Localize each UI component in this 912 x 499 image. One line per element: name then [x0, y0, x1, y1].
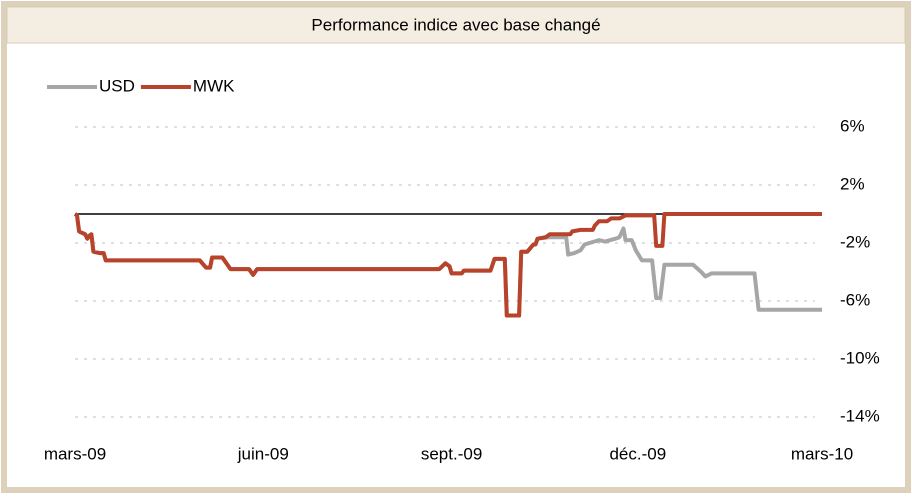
x-tick-label: juin-09 [237, 444, 289, 463]
y-tick-label: 2% [840, 174, 865, 193]
legend-label: MWK [193, 76, 235, 95]
series-line [73, 212, 822, 318]
y-tick-label: 6% [840, 116, 865, 135]
x-tick-label: déc.-09 [609, 444, 666, 463]
y-tick-label: -6% [840, 290, 870, 309]
y-tick-label: -2% [840, 232, 870, 251]
x-tick-label: sept.-09 [421, 444, 482, 463]
chart-title: Performance indice avec base changé [311, 15, 600, 34]
y-tick-label: -10% [840, 348, 880, 367]
y-tick-label: -14% [840, 406, 880, 425]
x-tick-label: mars-10 [791, 444, 853, 463]
title-bar [6, 6, 906, 44]
x-tick-label: mars-09 [44, 444, 106, 463]
legend-label: USD [99, 76, 135, 95]
